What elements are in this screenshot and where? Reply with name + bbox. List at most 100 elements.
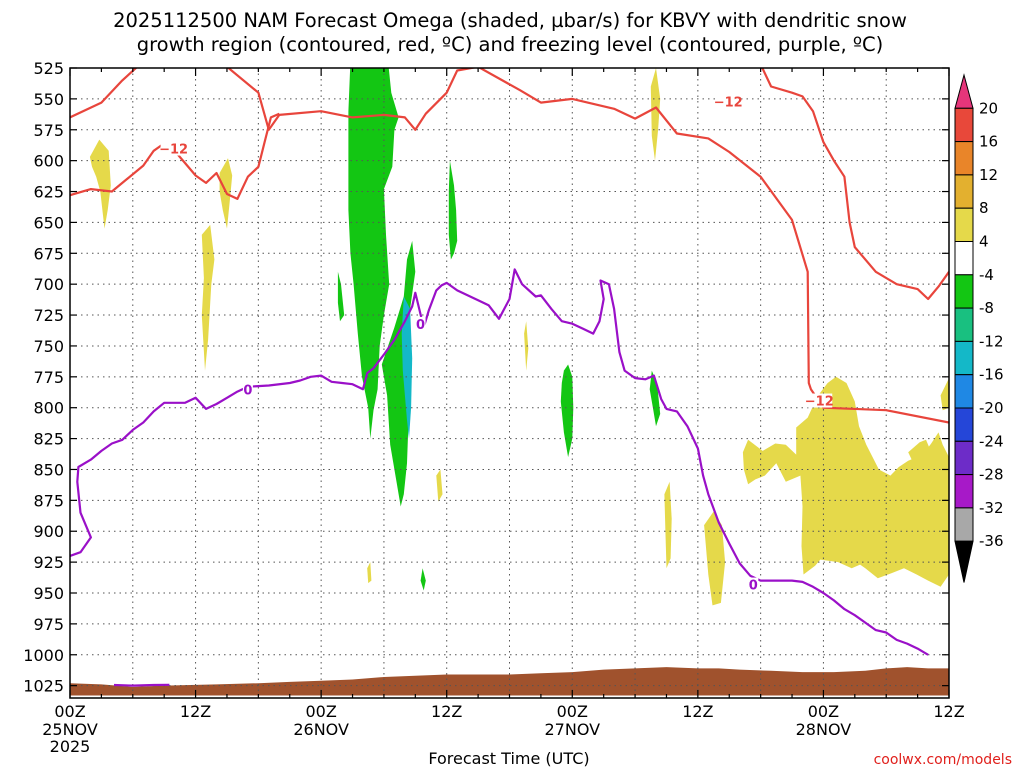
colorbar-swatch [954,440,974,476]
y-tick-label: 1000 [23,646,64,665]
y-tick-label: 725 [33,306,64,325]
y-tick-label: 925 [33,553,64,572]
contour-label: −12 [159,143,188,158]
colorbar-label: -28 [979,466,1004,484]
colorbar-label: 20 [979,99,998,117]
omega-shade-region-7 [420,568,426,591]
colorbar-label: 16 [979,133,998,151]
colorbar-label: -12 [979,332,1004,350]
contour-label: 0 [416,318,425,333]
y-tick-label: 775 [33,368,64,387]
x-tick-label: 12Z [933,702,964,721]
y-tick-label: 900 [33,522,64,541]
contour-dgz-minus12-lower [70,112,280,200]
contour-label: 0 [749,579,758,594]
plot-content: −12 −12 −12 0 0 0 [70,68,949,698]
colorbar-swatch [954,407,974,442]
omega-shade-region-8 [89,139,111,229]
y-tick-label: 675 [33,244,64,263]
contour-dgz-minus12-upper [70,68,949,424]
contour-label: 0 [243,383,252,398]
colorbar-label: -24 [979,432,1004,450]
y-tick-label: 525 [33,59,64,78]
omega-shade-region-17 [742,376,949,587]
omega-shade-region-2 [401,296,413,439]
omega-shade-region-15 [664,481,672,569]
contour-label-bg [415,316,426,331]
colorbar: 20 16 12 8 4 -4 -8 -12 -16 -20 -24 -28 -32 -36 [954,73,1004,583]
x-tick-date: 26NOV [293,720,349,739]
omega-shade-region-16 [704,511,726,606]
chart-title-line-1: 2025112500 NAM Forecast Omega (shaded, µ… [113,9,907,32]
colorbar-arrow-bottom [954,540,974,583]
y-tick-label: 875 [33,491,64,510]
contour-label: −12 [714,96,743,111]
colorbar-label: -20 [979,399,1004,417]
contour-label-bg [160,141,187,156]
x-tick-label: 00Z [54,702,85,721]
y-tick-label: 600 [33,152,64,171]
y-tick-label: 625 [33,183,64,202]
y-tick-label: 950 [33,584,64,603]
x-tick-label: 12Z [431,702,462,721]
axes: 525 550 575 600 625 650 675 700 725 750 775 800 825 8… [23,59,964,756]
plot-area: −12 −12 −12 0 0 0 [70,68,949,698]
y-tick-label: 550 [33,90,64,109]
contour-dgz-minus12-right [761,68,949,301]
contour-freezing-level-ground [113,683,170,687]
contour-label-bg [806,393,833,408]
y-tick-label: 850 [33,460,64,479]
x-tick-label: 12Z [180,702,211,721]
x-tick-year: 2025 [50,737,91,756]
omega-shade-region-18 [908,439,931,464]
colorbar-label: 12 [979,166,998,184]
x-axis-title: Forecast Time (UTC) [428,749,589,768]
colorbar-label: 8 [979,199,989,217]
omega-shade-region-6 [649,370,661,427]
x-tick-date: 27NOV [544,720,600,739]
colorbar-label: -16 [979,366,1004,384]
x-tick-label: 12Z [682,702,713,721]
omega-shade-region-3 [448,160,458,260]
colorbar-label: 4 [979,233,989,251]
omega-shade-region-5 [560,364,574,458]
colorbar-swatch [954,141,974,176]
contour-label-bg [242,382,253,397]
y-tick-label: 700 [33,275,64,294]
omega-shade-region-14 [367,562,372,584]
x-tick-label: 00Z [305,702,336,721]
chart-title-line-2: growth region (contoured, red, ºC) and f… [137,33,884,56]
y-tick-label: 975 [33,615,64,634]
contour-label-bg [748,577,759,592]
colorbar-swatch [954,274,974,309]
omega-shade-region-10 [201,224,215,371]
contour-label: −12 [805,395,834,410]
colorbar-swatch [954,107,974,143]
colorbar-label: -8 [979,299,994,317]
x-tick-date: 25NOV [42,720,98,739]
colorbar-swatch [954,241,974,276]
contour-label-bg [715,94,742,109]
colorbar-label: -36 [979,532,1004,550]
colorbar-swatch [954,307,974,342]
omega-shade-region-13 [436,469,443,502]
colorbar-label: -4 [979,266,994,284]
colorbar-swatch [954,174,974,209]
omega-shade-region-4 [337,271,345,322]
colorbar-swatch [954,340,974,376]
y-tick-label: 750 [33,337,64,356]
y-tick-label: 1025 [23,677,64,696]
x-tick-label: 00Z [557,702,588,721]
y-tick-label: 650 [33,213,64,232]
omega-shade-region-12 [524,321,529,371]
colorbar-swatch [954,474,974,509]
y-tick-label: 800 [33,399,64,418]
x-tick-label: 00Z [808,702,839,721]
y-tick-label: 825 [33,430,64,449]
omega-shade-region-19 [940,378,949,411]
colorbar-swatch [954,207,974,242]
omega-shade-region-11 [650,68,661,161]
y-tick-label: 575 [33,121,64,140]
source-credit: coolwx.com/models [874,752,1012,768]
